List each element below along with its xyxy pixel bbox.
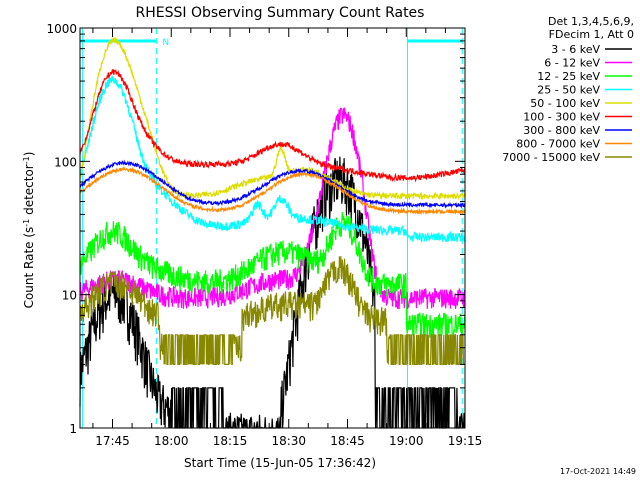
x-tick-label-1: 17:45 (95, 434, 130, 448)
night-label: N (162, 38, 169, 48)
series-line-4 (79, 76, 466, 243)
x-tick-label-4: 18:30 (271, 434, 306, 448)
y-tick-label-3: 100 (54, 155, 77, 169)
y-axis-label: Count Rate (s-1 detector-1) (22, 152, 37, 309)
legend-label-1: 3 - 6 keV (551, 43, 600, 56)
y-tick-label-2: 10 (62, 289, 77, 303)
series-line-2 (79, 107, 466, 310)
legend-label-2: 6 - 12 keV (544, 57, 600, 70)
legend-header-line-2: FDecim 1, Att 0 (549, 28, 634, 41)
legend: Det 1,3,4,5,6,9, FDecim 1, Att 0 3 - 6 k… (502, 15, 634, 164)
y-axis-label-part-5: ) (22, 152, 36, 157)
legend-label-4: 25 - 50 keV (537, 84, 600, 97)
y-tick-label-4: 1000 (46, 22, 77, 36)
plot-frame (79, 27, 466, 429)
legend-header-line-1: Det 1,3,4,5,6,9, (548, 15, 634, 28)
series-lines (79, 36, 466, 429)
y-axis-label-part-3: detector (22, 164, 36, 219)
legend-label-3: 12 - 25 keV (537, 70, 600, 83)
chart-title: RHESSI Observing Summary Count Rates (136, 5, 425, 21)
x-axis-label: Start Time (15-Jun-05 17:36:42) (184, 456, 376, 470)
footer-date: 17-Oct-2021 14:49 (560, 467, 636, 476)
y-axis-label-part-4: -1 (22, 156, 31, 164)
x-tick-label-6: 19:00 (389, 434, 424, 448)
x-tick-label-2: 18:00 (154, 434, 189, 448)
series-line-3 (79, 211, 466, 340)
series-line-5 (79, 36, 466, 201)
series-line-7 (79, 159, 466, 209)
series-line-9 (79, 256, 465, 365)
legend-label-7: 300 - 800 keV (523, 124, 600, 137)
x-tick-label-5: 18:45 (330, 434, 365, 448)
legend-label-6: 100 - 300 keV (523, 111, 600, 124)
series-line-6 (79, 69, 466, 183)
legend-label-5: 50 - 100 keV (530, 97, 600, 110)
series-line-8 (79, 166, 466, 215)
legend-label-9: 7000 - 15000 keV (502, 151, 600, 164)
axes: 1 10 100 1000 17:45 18:00 18:15 18:30 18:45 19:00… (46, 22, 482, 448)
series-line-1 (79, 156, 466, 429)
y-axis-label-part-2: -1 (22, 219, 31, 227)
y-axis-label-part-1: Count Rate (s (22, 227, 36, 309)
x-tick-label-7: 19:15 (448, 434, 483, 448)
x-tick-label-3: 18:15 (213, 434, 248, 448)
legend-label-8: 800 - 7000 keV (516, 138, 600, 151)
y-tick-label-1: 1 (69, 422, 77, 436)
